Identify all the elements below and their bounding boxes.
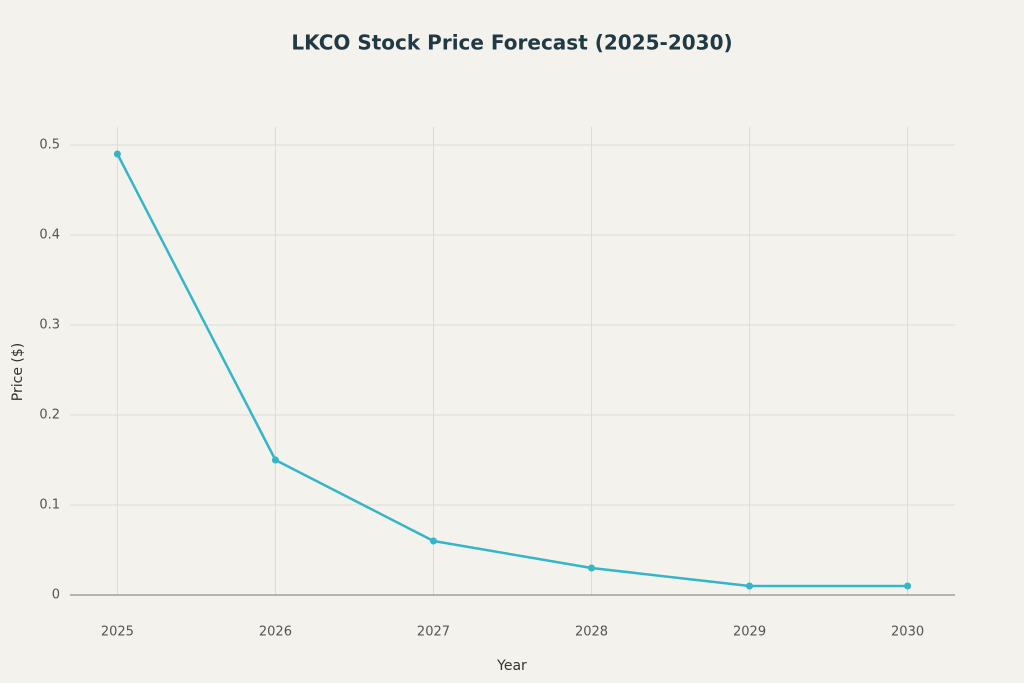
x-tick-label: 2025: [101, 625, 134, 640]
point: [746, 582, 754, 590]
y-tick-label: 0.3: [39, 318, 60, 333]
point: [588, 564, 596, 572]
x-tick-label: 2027: [417, 625, 450, 640]
point: [113, 150, 121, 158]
y-tick-label: 0.4: [39, 228, 60, 243]
y-tick-label: 0.1: [39, 498, 60, 513]
chart-title: LKCO Stock Price Forecast (2025-2030): [291, 31, 732, 55]
line: [116, 153, 908, 588]
y-tick-label: 0: [52, 588, 60, 603]
x-tick-label: 2026: [259, 625, 292, 640]
point: [429, 537, 437, 545]
point: [271, 456, 279, 464]
x-tick-label: 2029: [733, 625, 766, 640]
x-axis-title: Year: [496, 658, 527, 674]
x-tick-label: 2028: [575, 625, 608, 640]
x-tick-label: 2030: [891, 625, 924, 640]
y-tick-label: 0.5: [39, 138, 60, 153]
y-tick-label: 0.2: [39, 408, 60, 423]
point: [904, 582, 912, 590]
y-axis-title: Price ($): [10, 343, 26, 401]
